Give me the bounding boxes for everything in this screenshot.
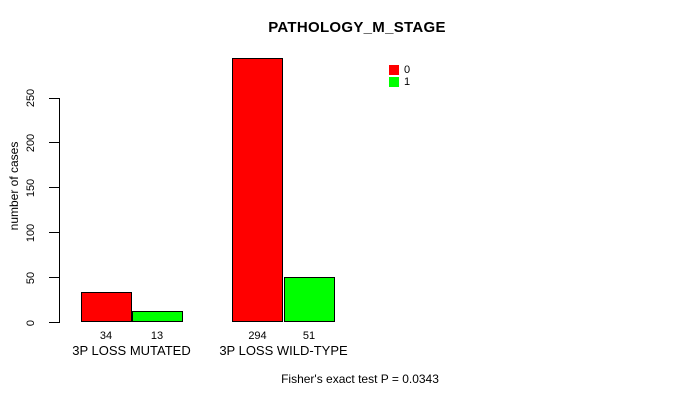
- y-axis-tick: [49, 187, 60, 189]
- y-tick-label-200: 200: [25, 133, 37, 153]
- y-axis-label: number of cases: [7, 141, 21, 231]
- x-category-label-3p-loss-wild-type: 3P LOSS WILD-TYPE: [219, 343, 348, 358]
- legend-item-1: 1: [389, 76, 411, 88]
- y-axis-line: [59, 98, 60, 323]
- y-axis-tick: [49, 142, 60, 144]
- y-axis-tick: [49, 277, 60, 279]
- legend-swatch-red: [389, 65, 399, 75]
- legend-label-1: 1: [404, 76, 411, 88]
- chart-title: PATHOLOGY_M_STAGE: [268, 19, 446, 36]
- bar-3p-loss-mutated-series-0: [80, 291, 132, 323]
- y-tick-label-0: 0: [25, 319, 37, 326]
- y-axis-tick: [49, 97, 60, 99]
- legend-item-0: 0: [389, 64, 411, 76]
- y-tick-label-100: 100: [25, 223, 37, 242]
- y-tick-label-150: 150: [25, 178, 37, 197]
- bar-3p-loss-mutated-series-1: [131, 310, 183, 323]
- y-tick-label-50: 50: [25, 271, 37, 284]
- bar-value-label: 294: [248, 330, 267, 342]
- annotation-text: Fisher's exact test P = 0.0343: [281, 372, 439, 386]
- bar-value-label: 13: [150, 330, 164, 342]
- y-tick-label-250: 250: [25, 88, 37, 108]
- y-axis-tick: [49, 232, 60, 234]
- bar-3p-loss-wild-type-series-1: [283, 276, 335, 323]
- legend: 0 1: [389, 65, 410, 89]
- bar-3p-loss-wild-type-series-0: [232, 58, 283, 323]
- legend-swatch-green: [389, 77, 399, 87]
- bar-value-label: 51: [302, 330, 316, 342]
- y-axis-tick: [49, 322, 60, 323]
- legend-label-0: 0: [404, 64, 411, 76]
- x-category-label-3p-loss-mutated: 3P LOSS MUTATED: [72, 343, 191, 358]
- bar-value-label: 34: [99, 330, 113, 342]
